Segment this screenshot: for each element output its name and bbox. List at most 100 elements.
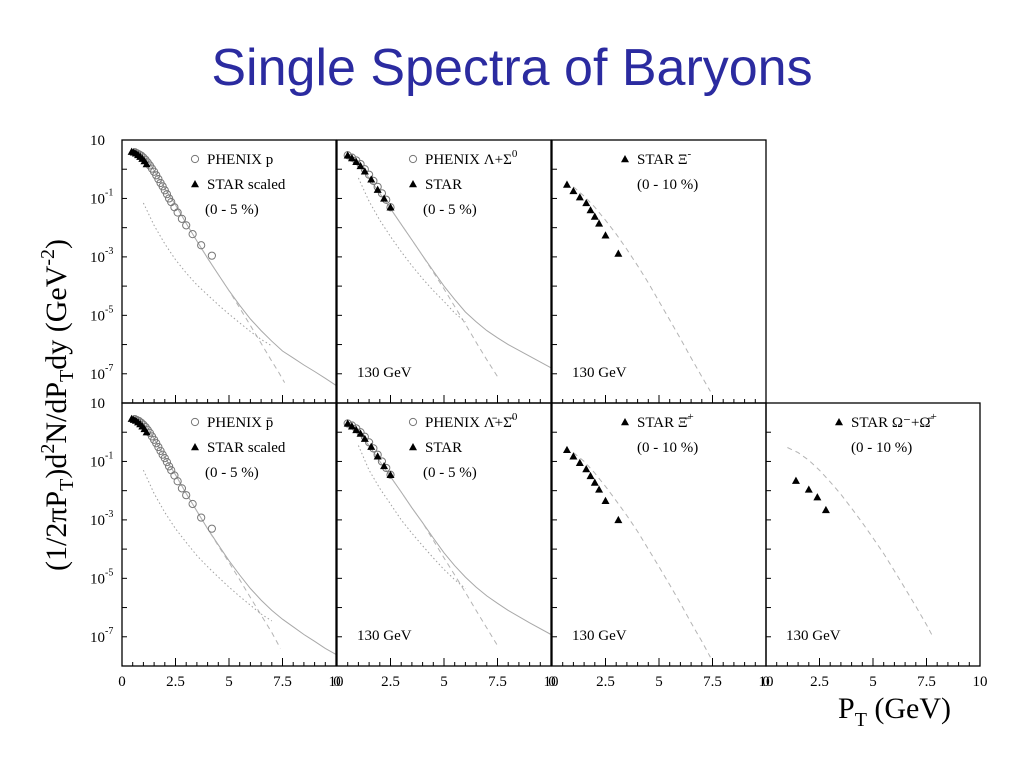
y-tick-label: 10-1 (90, 450, 113, 470)
data-point (207, 251, 216, 260)
x-tick-label: 2.5 (381, 674, 400, 690)
data-point (347, 422, 356, 430)
y-tick-label-sup: -3 (105, 509, 113, 520)
x-axis-title-part: (GeV) (867, 692, 951, 725)
x-tick-label: 7.5 (273, 674, 292, 690)
data-point (595, 219, 604, 227)
y-tick-label-sup: -7 (105, 363, 113, 374)
data-point (177, 214, 187, 223)
panel-7: STAR Ω⁻+Ω̄+ (0 - 10 %) 130 GeV (765, 402, 981, 667)
data-point (601, 231, 610, 239)
data-point (582, 465, 591, 473)
data-point (386, 470, 395, 478)
model-curve-dotted (357, 445, 466, 589)
y-axis-title: (1/2πPT)d2N/dPTdy (GeV-2) (37, 239, 78, 571)
data-point (586, 471, 595, 480)
data-point (614, 515, 623, 524)
data-point (365, 438, 374, 447)
data-point (197, 241, 206, 250)
data-point (380, 194, 389, 202)
y-tick-label-sup: -7 (105, 626, 113, 637)
data-point (142, 428, 151, 436)
legend-centrality: (0 - 10 %) (637, 177, 698, 193)
data-point (160, 186, 169, 195)
data-point (791, 476, 800, 484)
series-circle (130, 415, 216, 533)
series-triangle (343, 151, 395, 211)
legend-centrality: (0 - 10 %) (851, 440, 912, 456)
x-tick-label: 10 (759, 674, 774, 690)
legend-marker (409, 180, 417, 188)
y-tick-label-sup: -1 (105, 187, 113, 198)
legend-label-sup: - (688, 148, 692, 160)
data-point (177, 484, 187, 493)
energy-label: 130 GeV (572, 365, 627, 381)
legend-marker (190, 154, 200, 164)
data-point (182, 221, 191, 230)
data-point (156, 446, 165, 455)
legend-label: PHENIX p (207, 152, 273, 168)
y-tick-label: 10-7 (90, 363, 113, 383)
x-axis-title-part: T (855, 709, 867, 731)
y-tick-label-sup: -5 (105, 567, 113, 578)
legend-marker (621, 155, 629, 163)
x-tick-label: 5 (440, 674, 448, 690)
x-tick-label: 0 (118, 674, 126, 690)
legend-marker (190, 417, 200, 427)
series-triangle (562, 445, 623, 524)
legend-marker (621, 418, 629, 426)
legend-label: STAR scaled (207, 177, 286, 193)
y-axis-title-part: 2 (37, 444, 59, 454)
model-curve-dashed (573, 186, 711, 392)
legend-label: STAR scaled (207, 440, 286, 456)
y-axis-title-part: (1/2πP (40, 491, 73, 571)
model-curves (787, 447, 934, 638)
x-tick-label: 7.5 (703, 674, 722, 690)
series-triangle (343, 419, 395, 478)
data-point (347, 154, 356, 162)
energy-label: 130 GeV (786, 628, 841, 644)
y-axis-title-part: T (56, 370, 78, 382)
model-curve-dotted (357, 177, 466, 323)
series-triangle (791, 476, 830, 514)
energy-label: 130 GeV (357, 628, 412, 644)
panel-legend: STAR Ξ- (0 - 10 %) (621, 148, 698, 193)
x-tick-label: 0 (762, 674, 770, 690)
data-point (360, 167, 369, 175)
panel-2: PHENIX Λ+Σ0 STAR (0 - 5 %) 130 GeV (336, 139, 552, 404)
data-point (367, 442, 376, 450)
data-point (590, 478, 599, 486)
data-point (188, 499, 197, 509)
y-axis-title-part: dy (GeV (40, 265, 73, 369)
x-tick-label: 0 (333, 674, 341, 690)
legend-marker (408, 417, 418, 427)
panel-legend: PHENIX p STAR scaled (0 - 5 %) (190, 152, 286, 218)
model-curve-dashed (349, 423, 498, 646)
model-curve-dashed (138, 151, 286, 383)
y-axis-title-part: N/dP (40, 382, 73, 444)
legend-centrality: (0 - 5 %) (205, 465, 259, 481)
data-point (207, 524, 216, 533)
y-axis-title-part: T (56, 479, 78, 491)
data-point (821, 505, 830, 514)
x-tick-label: 10 (544, 674, 559, 690)
data-point (356, 429, 365, 437)
data-point (813, 493, 822, 501)
data-point (380, 461, 389, 470)
series-triangle (127, 147, 151, 168)
model-curve-dashed (349, 154, 498, 377)
series-triangle (562, 180, 623, 257)
data-point (377, 457, 387, 466)
data-point (377, 189, 387, 198)
y-tick-label-sup: -5 (105, 304, 113, 315)
data-point (614, 249, 623, 257)
legend-marker (408, 154, 418, 164)
x-tick-label: 7.5 (488, 674, 507, 690)
panel-5: PHENIX Λ̄+Σ̄0 STAR (0 - 5 %) 130 GeV (336, 402, 552, 667)
x-tick-label: 5 (225, 674, 233, 690)
y-tick-label: 10 (90, 396, 105, 412)
y-axis-title-part: ) (40, 239, 73, 249)
y-axis-title-part: -2 (37, 249, 59, 266)
data-point (162, 190, 172, 199)
data-point (360, 434, 369, 442)
